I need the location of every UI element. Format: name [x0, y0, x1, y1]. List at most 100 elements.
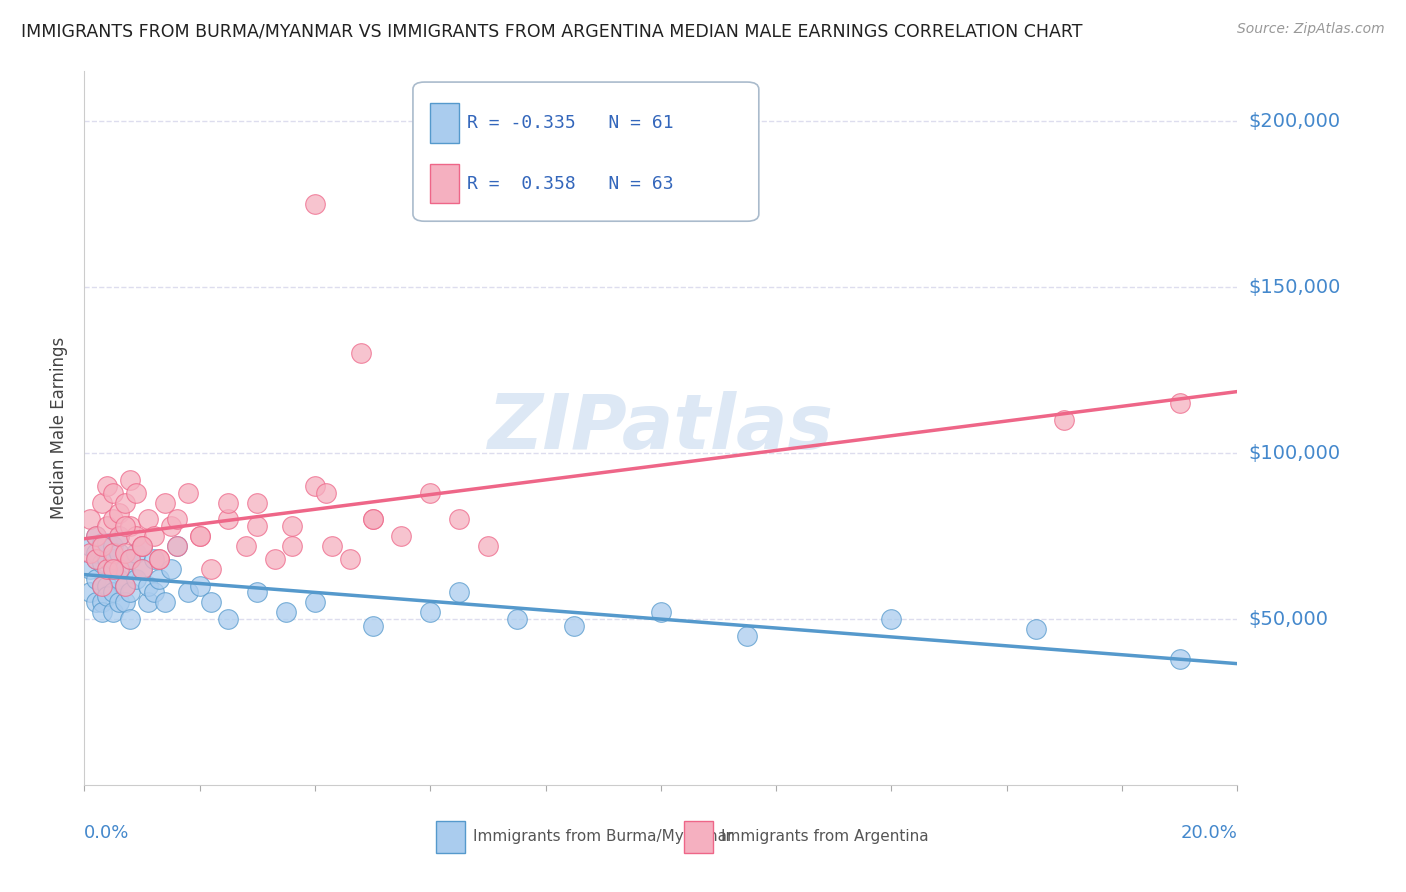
Point	[304, 479, 326, 493]
Point	[136, 595, 159, 609]
Bar	[436, 821, 465, 853]
Point	[142, 529, 165, 543]
Point	[148, 572, 170, 586]
Point	[120, 552, 142, 566]
Point	[419, 486, 441, 500]
Point	[103, 552, 124, 566]
Point	[120, 552, 142, 566]
Point	[120, 585, 142, 599]
Point	[361, 512, 384, 526]
Point	[1168, 652, 1191, 666]
Point	[96, 562, 118, 576]
Point	[79, 512, 101, 526]
Point	[321, 539, 343, 553]
Point	[200, 595, 222, 609]
Point	[79, 562, 101, 576]
Point	[142, 585, 165, 599]
Bar	[430, 164, 460, 203]
Point	[84, 529, 107, 543]
Point	[477, 539, 499, 553]
Point	[218, 512, 240, 526]
Point	[114, 496, 136, 510]
Point	[108, 506, 131, 520]
Point	[136, 579, 159, 593]
Point	[103, 486, 124, 500]
Point	[166, 512, 188, 526]
Point	[200, 562, 222, 576]
Point	[103, 512, 124, 526]
Point	[246, 496, 269, 510]
Point	[103, 562, 124, 576]
Point	[419, 606, 441, 620]
Point	[148, 552, 170, 566]
Point	[880, 612, 903, 626]
Point	[96, 535, 118, 549]
FancyBboxPatch shape	[413, 82, 759, 221]
Point	[142, 552, 165, 566]
Point	[160, 562, 183, 576]
Point	[153, 496, 176, 510]
Point	[304, 197, 326, 211]
Point	[108, 529, 131, 543]
Point	[90, 556, 112, 570]
Text: 20.0%: 20.0%	[1181, 824, 1237, 842]
Point	[90, 606, 112, 620]
Point	[103, 606, 124, 620]
Point	[103, 539, 124, 553]
Point	[281, 539, 304, 553]
Point	[108, 529, 131, 543]
Point	[131, 539, 153, 553]
Point	[136, 512, 159, 526]
Text: IMMIGRANTS FROM BURMA/MYANMAR VS IMMIGRANTS FROM ARGENTINA MEDIAN MALE EARNINGS : IMMIGRANTS FROM BURMA/MYANMAR VS IMMIGRA…	[21, 22, 1083, 40]
Point	[84, 546, 107, 560]
Point	[114, 595, 136, 609]
Point	[166, 539, 188, 553]
Point	[114, 519, 136, 533]
Point	[90, 579, 112, 593]
Point	[103, 562, 124, 576]
Text: ZIPatlas: ZIPatlas	[488, 392, 834, 465]
Point	[90, 496, 112, 510]
Point	[90, 539, 112, 553]
Point	[218, 496, 240, 510]
Text: $150,000: $150,000	[1249, 277, 1341, 297]
Point	[84, 595, 107, 609]
Point	[339, 552, 361, 566]
Point	[79, 585, 101, 599]
Text: R =  0.358   N = 63: R = 0.358 N = 63	[467, 175, 673, 193]
Point	[120, 473, 142, 487]
Point	[103, 585, 124, 599]
Point	[120, 612, 142, 626]
Point	[131, 562, 153, 576]
Point	[79, 539, 101, 553]
Point	[304, 595, 326, 609]
Point	[235, 539, 257, 553]
Point	[361, 618, 384, 632]
Point	[96, 589, 118, 603]
Point	[153, 595, 176, 609]
Point	[166, 539, 188, 553]
Point	[108, 562, 131, 576]
Point	[125, 572, 148, 586]
Point	[96, 519, 118, 533]
Point	[564, 618, 586, 632]
Point	[350, 346, 373, 360]
Point	[114, 562, 136, 576]
Point	[90, 595, 112, 609]
Point	[160, 519, 183, 533]
Text: Source: ZipAtlas.com: Source: ZipAtlas.com	[1237, 22, 1385, 37]
Point	[96, 552, 118, 566]
Point	[1168, 396, 1191, 410]
Point	[108, 595, 131, 609]
Point	[125, 529, 148, 543]
Text: $200,000: $200,000	[1249, 112, 1341, 130]
Point	[177, 585, 200, 599]
Bar	[430, 103, 460, 143]
Point	[1053, 413, 1076, 427]
Text: R = -0.335   N = 61: R = -0.335 N = 61	[467, 114, 673, 132]
Point	[188, 529, 211, 543]
Point	[108, 546, 131, 560]
Point	[103, 546, 124, 560]
Point	[361, 512, 384, 526]
Point	[276, 606, 298, 620]
